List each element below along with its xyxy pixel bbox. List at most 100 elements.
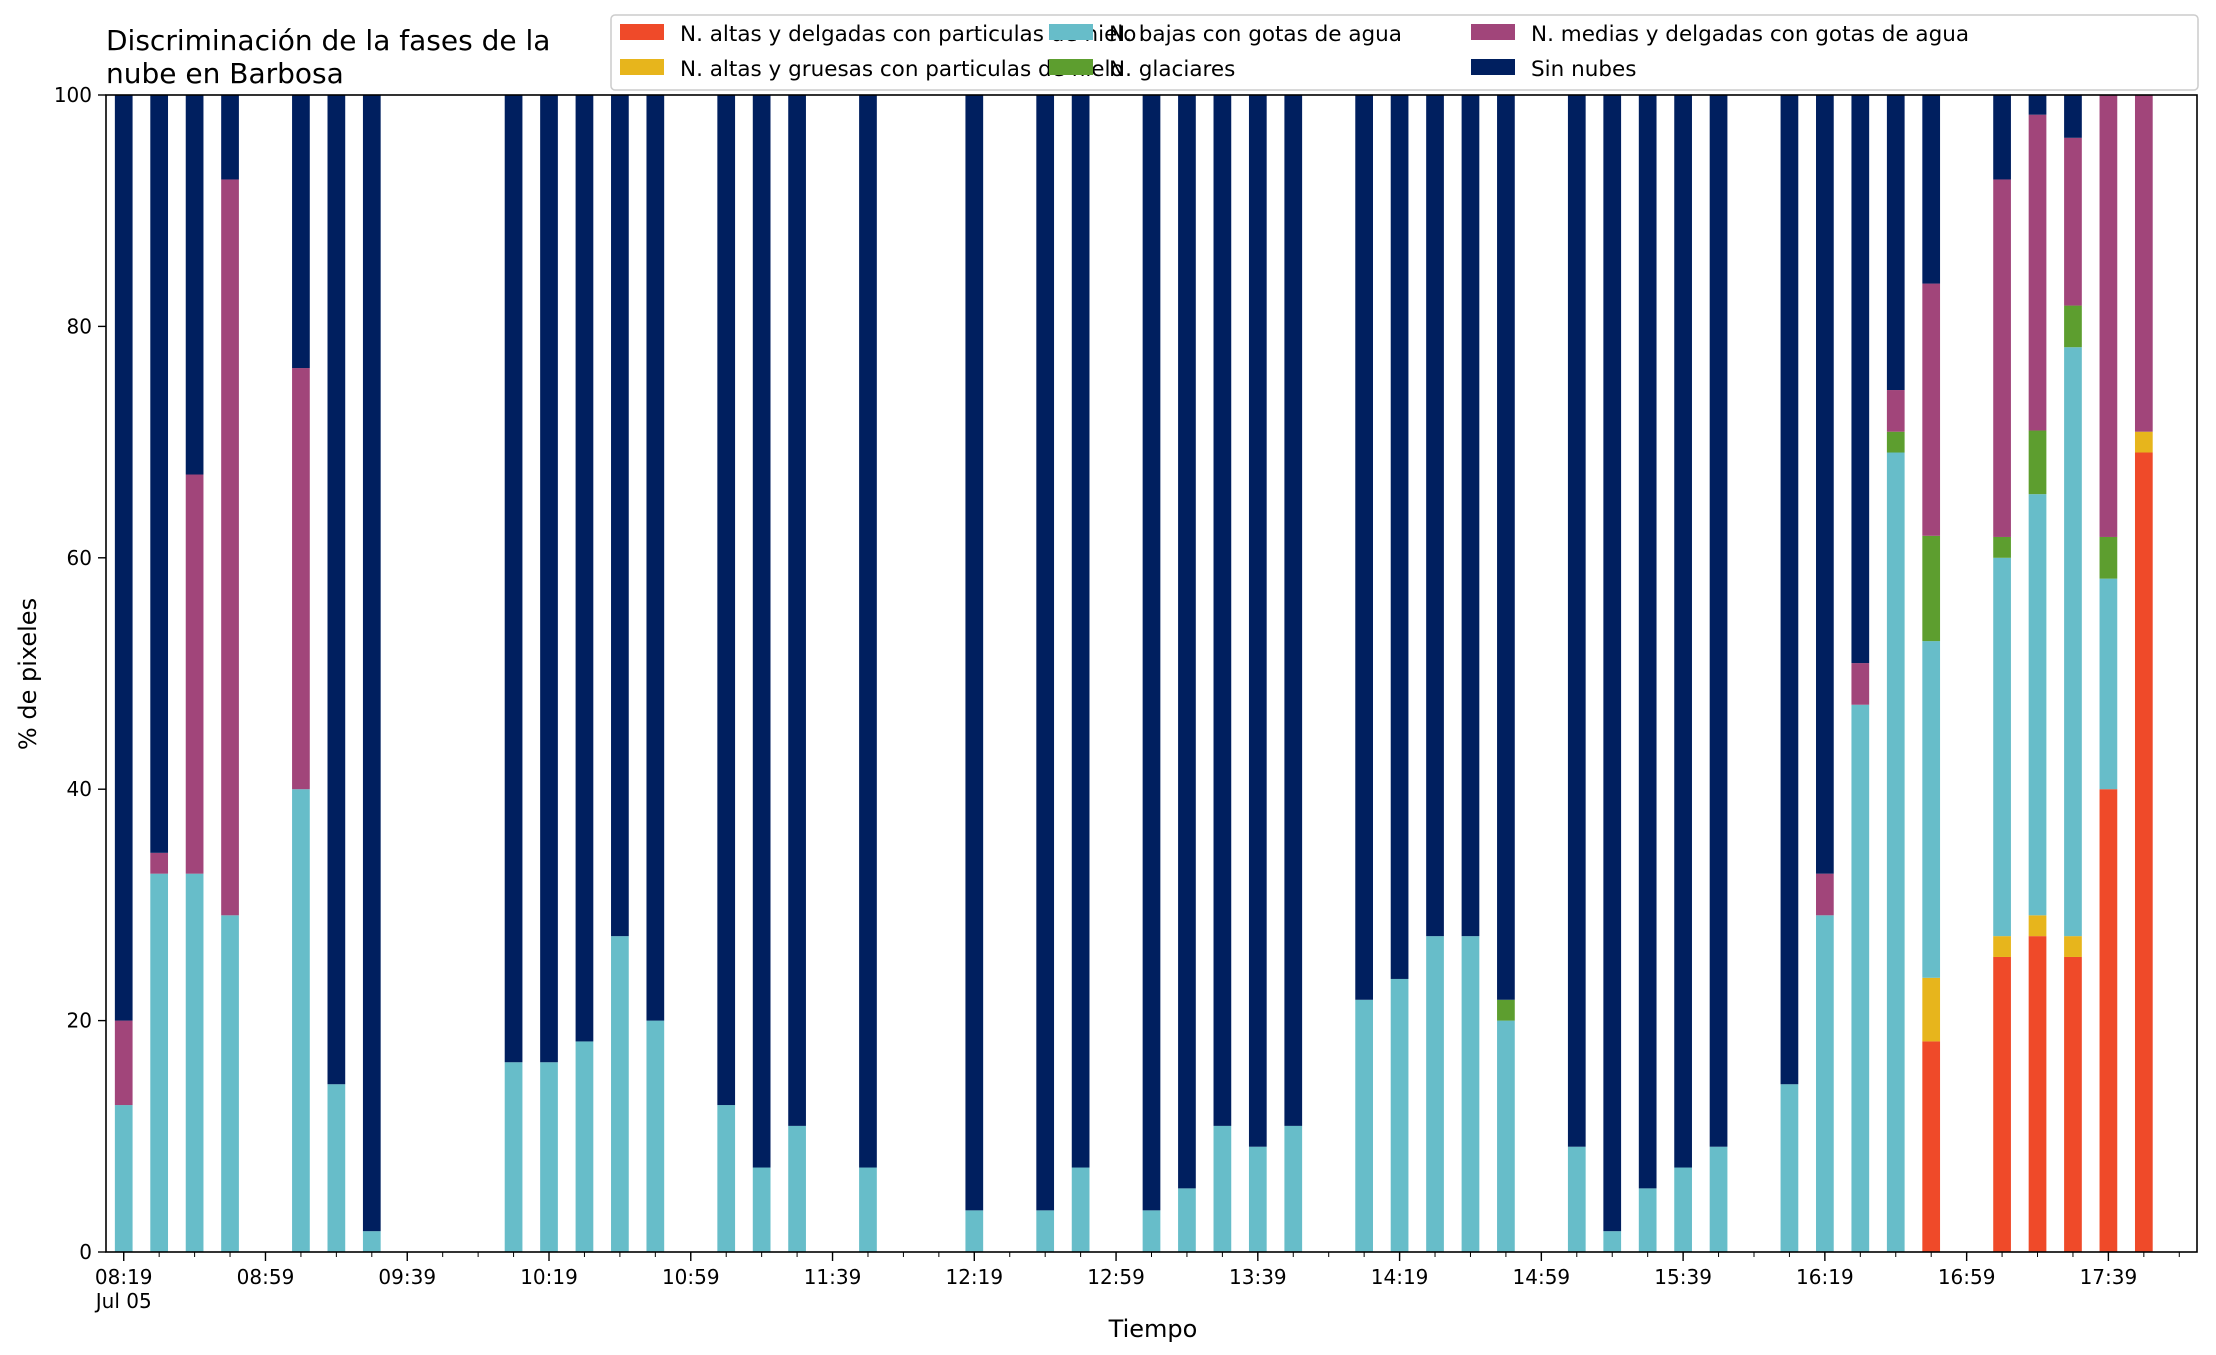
legend-swatch-bajas bbox=[1049, 24, 1093, 40]
bar-segment-sin_nubes bbox=[1603, 95, 1621, 1231]
y-tick-label: 40 bbox=[67, 777, 92, 801]
x-tick-label: 15:39 bbox=[1654, 1265, 1712, 1289]
bar-segment-sin_nubes bbox=[965, 95, 983, 1210]
bar-segment-medias bbox=[115, 1021, 133, 1105]
bar-segment-bajas bbox=[1851, 705, 1869, 1252]
bar-segment-medias bbox=[2029, 115, 2047, 431]
chart-title-line-2: nube en Barbosa bbox=[106, 57, 344, 90]
bar-segment-altas_delgadas bbox=[1993, 957, 2011, 1252]
bar-segment-bajas bbox=[1710, 1147, 1728, 1252]
bar-segment-bajas bbox=[1568, 1147, 1586, 1252]
bar-segment-bajas bbox=[717, 1105, 735, 1252]
bar-segment-sin_nubes bbox=[1284, 95, 1302, 1126]
x-tick-label: 14:19 bbox=[1371, 1265, 1429, 1289]
bar-segment-bajas bbox=[1887, 453, 1905, 1252]
y-tick-label: 20 bbox=[67, 1009, 92, 1033]
bar-segment-altas_delgadas bbox=[2135, 453, 2153, 1252]
bar-segment-glaciares bbox=[1922, 536, 1940, 641]
bar-segment-altas_delgadas bbox=[1922, 1041, 1940, 1252]
x-tick-label: 12:19 bbox=[945, 1265, 1003, 1289]
chart-title-line-1: Discriminación de la fases de la bbox=[106, 24, 550, 57]
bar-segment-bajas bbox=[505, 1062, 523, 1252]
bar-segment-sin_nubes bbox=[646, 95, 664, 1021]
bar-segment-sin_nubes bbox=[611, 95, 629, 936]
bar-segment-sin_nubes bbox=[328, 95, 346, 1084]
bar-segment-altas_gruesas bbox=[2064, 936, 2082, 957]
bar-segment-sin_nubes bbox=[1214, 95, 1232, 1126]
bar-segment-bajas bbox=[611, 936, 629, 1252]
bar-segment-sin_nubes bbox=[717, 95, 735, 1105]
bar-segment-sin_nubes bbox=[1851, 95, 1869, 663]
bar-segment-bajas bbox=[1391, 979, 1409, 1252]
bar-segment-bajas bbox=[646, 1021, 664, 1252]
bar-segment-sin_nubes bbox=[576, 95, 594, 1041]
bar-segment-bajas bbox=[186, 874, 204, 1252]
legend-swatch-sin_nubes bbox=[1471, 59, 1515, 75]
legend-swatch-altas_delgadas bbox=[620, 24, 664, 40]
bar-segment-sin_nubes bbox=[363, 95, 381, 1231]
x-axis-label: Tiempo bbox=[1108, 1315, 1198, 1343]
bar-segment-medias bbox=[150, 853, 168, 874]
bar-segment-bajas bbox=[859, 1168, 877, 1252]
bar-segment-bajas bbox=[1816, 915, 1834, 1252]
bar-segment-sin_nubes bbox=[540, 95, 558, 1062]
bar-segment-medias bbox=[186, 475, 204, 874]
bar-segment-glaciares bbox=[1497, 1000, 1515, 1021]
x-tick-label: 09:39 bbox=[378, 1265, 436, 1289]
bars-layer bbox=[115, 95, 2153, 1252]
bar-segment-altas_gruesas bbox=[2029, 915, 2047, 936]
bar-segment-sin_nubes bbox=[1993, 95, 2011, 179]
y-tick-label: 60 bbox=[67, 546, 92, 570]
y-tick-label: 100 bbox=[54, 83, 92, 107]
bar-segment-medias bbox=[1887, 390, 1905, 432]
bar-segment-sin_nubes bbox=[1355, 95, 1373, 1000]
bar-segment-sin_nubes bbox=[2064, 95, 2082, 138]
y-tick-label: 0 bbox=[79, 1240, 92, 1264]
bar-segment-sin_nubes bbox=[1178, 95, 1196, 1188]
x-tick-label: 08:59 bbox=[237, 1265, 295, 1289]
bar-segment-bajas bbox=[1993, 558, 2011, 936]
bar-segment-altas_gruesas bbox=[1993, 936, 2011, 957]
bar-segment-bajas bbox=[576, 1041, 594, 1252]
x-tick-label: 13:39 bbox=[1229, 1265, 1287, 1289]
bar-segment-bajas bbox=[292, 789, 310, 1252]
bar-segment-bajas bbox=[1497, 1021, 1515, 1252]
bar-segment-sin_nubes bbox=[2029, 95, 2047, 115]
bar-segment-bajas bbox=[2029, 494, 2047, 915]
bar-segment-bajas bbox=[1036, 1210, 1054, 1252]
bar-segment-sin_nubes bbox=[1391, 95, 1409, 979]
bar-segment-glaciares bbox=[2064, 306, 2082, 348]
bar-segment-sin_nubes bbox=[221, 95, 239, 179]
bar-segment-sin_nubes bbox=[1462, 95, 1480, 936]
stacked-bar-chart: 02040608010008:19Jul 0508:59 09:39 10:19 10… bbox=[0, 0, 2216, 1355]
x-tick-label: 16:19 bbox=[1796, 1265, 1854, 1289]
x-tick-label: 14:59 bbox=[1513, 1265, 1571, 1289]
bar-segment-medias bbox=[1851, 663, 1869, 705]
bar-segment-medias bbox=[221, 179, 239, 915]
bar-segment-altas_gruesas bbox=[2135, 432, 2153, 453]
bar-segment-bajas bbox=[1249, 1147, 1267, 1252]
bar-segment-bajas bbox=[1178, 1188, 1196, 1252]
bar-segment-sin_nubes bbox=[1781, 95, 1799, 1084]
bar-segment-sin_nubes bbox=[1887, 95, 1905, 390]
bar-segment-sin_nubes bbox=[1497, 95, 1515, 1000]
bar-segment-sin_nubes bbox=[1922, 95, 1940, 284]
bar-segment-sin_nubes bbox=[1568, 95, 1586, 1147]
bar-segment-sin_nubes bbox=[1036, 95, 1054, 1210]
bar-segment-glaciares bbox=[1887, 432, 1905, 453]
bar-segment-bajas bbox=[2064, 347, 2082, 936]
bar-segment-bajas bbox=[1072, 1168, 1090, 1252]
bar-segment-sin_nubes bbox=[1710, 95, 1728, 1147]
x-tick-label: 11:39 bbox=[804, 1265, 862, 1289]
bar-segment-medias bbox=[292, 368, 310, 789]
bar-segment-sin_nubes bbox=[1674, 95, 1692, 1168]
x-tick-label: 10:19 bbox=[520, 1265, 578, 1289]
legend-swatch-altas_gruesas bbox=[620, 59, 664, 75]
bar-segment-bajas bbox=[150, 874, 168, 1252]
bar-segment-bajas bbox=[1781, 1084, 1799, 1252]
bar-segment-altas_gruesas bbox=[1922, 978, 1940, 1042]
bar-segment-sin_nubes bbox=[1143, 95, 1161, 1210]
legend-label-sin_nubes: Sin nubes bbox=[1531, 57, 1636, 82]
bar-segment-bajas bbox=[753, 1168, 771, 1252]
bar-segment-sin_nubes bbox=[292, 95, 310, 368]
